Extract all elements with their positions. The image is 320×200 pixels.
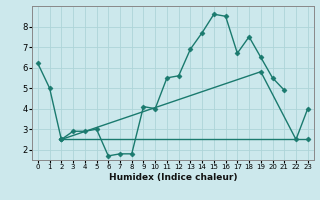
X-axis label: Humidex (Indice chaleur): Humidex (Indice chaleur) [108, 173, 237, 182]
